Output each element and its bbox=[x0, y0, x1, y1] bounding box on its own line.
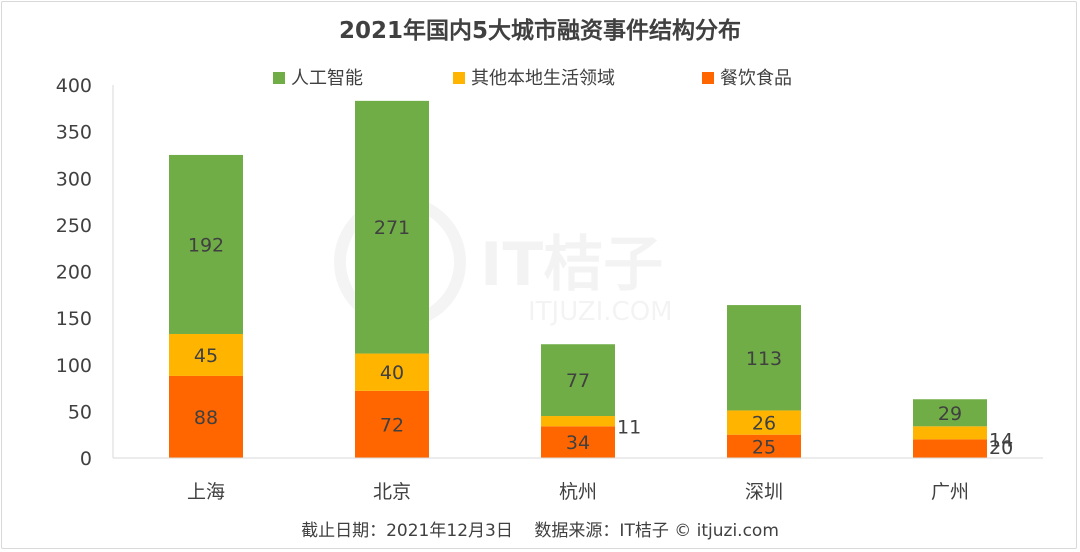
data-label: 25 bbox=[752, 436, 776, 458]
legend-label: 其他本地生活领域 bbox=[471, 68, 615, 89]
y-tick-label: 250 bbox=[56, 215, 92, 237]
y-tick-label: 200 bbox=[56, 262, 92, 284]
data-label: 113 bbox=[746, 348, 782, 370]
bar-segment bbox=[727, 410, 801, 435]
legend-label: 人工智能 bbox=[291, 68, 363, 89]
y-tick-label: 350 bbox=[56, 122, 92, 144]
bar-stack bbox=[727, 305, 801, 458]
data-label: 88 bbox=[194, 407, 218, 429]
y-tick-label: 0 bbox=[80, 448, 92, 470]
legend-label: 餐饮食品 bbox=[720, 68, 792, 89]
bar-stack bbox=[913, 399, 987, 458]
bar-segment bbox=[169, 154, 243, 334]
data-label: 192 bbox=[188, 234, 224, 256]
x-tick-label: 北京 bbox=[373, 481, 411, 503]
bar-segment bbox=[169, 375, 243, 458]
y-tick-label: 50 bbox=[68, 401, 92, 423]
legend-swatch bbox=[702, 72, 714, 84]
y-tick-label: 100 bbox=[56, 355, 92, 377]
x-tick-label: 深圳 bbox=[745, 481, 783, 503]
data-label: 271 bbox=[374, 217, 410, 239]
legend-swatch bbox=[453, 72, 465, 84]
data-label: 11 bbox=[617, 416, 641, 438]
data-label: 40 bbox=[380, 362, 404, 384]
data-label: 72 bbox=[380, 414, 404, 436]
data-label: 26 bbox=[752, 413, 776, 435]
y-tick-label: 150 bbox=[56, 308, 92, 330]
bar-segment bbox=[541, 426, 615, 458]
bar-segment bbox=[541, 416, 615, 427]
data-label: 20 bbox=[989, 437, 1013, 459]
y-tick-label: 300 bbox=[56, 168, 92, 190]
y-axis: 0 50 100 150 200 250 300 350 400 bbox=[56, 75, 114, 470]
x-tick-label: 广州 bbox=[931, 481, 969, 503]
bar-segment bbox=[727, 434, 801, 458]
data-label: 77 bbox=[566, 370, 590, 392]
x-tick-label: 上海 bbox=[187, 481, 225, 503]
x-axis: 上海 北京 杭州 深圳 广州 bbox=[113, 457, 1043, 503]
source-note: 截止日期：2021年12月3日 数据来源：IT桔子 © itjuzi.com bbox=[301, 521, 779, 541]
bar-segment bbox=[913, 439, 987, 458]
data-label: 14 bbox=[989, 429, 1013, 451]
bar-stack bbox=[169, 154, 243, 458]
bar-segment bbox=[355, 353, 429, 391]
bar-stack bbox=[355, 100, 429, 458]
data-label: 45 bbox=[194, 345, 218, 367]
bar-segment bbox=[355, 390, 429, 458]
legend-item: 其他本地生活领域 bbox=[453, 68, 615, 89]
x-tick-label: 杭州 bbox=[559, 481, 597, 503]
legend-item: 人工智能 bbox=[273, 68, 363, 89]
legend: 人工智能 其他本地生活领域 餐饮食品 bbox=[273, 68, 792, 89]
data-label: 29 bbox=[938, 403, 962, 425]
legend-swatch bbox=[273, 72, 285, 84]
bar-segment bbox=[913, 399, 987, 427]
bar-segment bbox=[913, 426, 987, 440]
bar-segment bbox=[355, 100, 429, 354]
data-label: 34 bbox=[566, 432, 590, 454]
bar-segment bbox=[727, 305, 801, 411]
y-tick-label: 400 bbox=[56, 75, 92, 97]
chart-title: 2021年国内5大城市融资事件结构分布 bbox=[339, 17, 741, 44]
legend-item: 餐饮食品 bbox=[702, 68, 792, 89]
bar-stack bbox=[541, 344, 615, 458]
watermark-brand: IT桔子 bbox=[480, 230, 663, 300]
watermark-domain: ITJUZI.COM bbox=[528, 297, 673, 327]
bar-segment bbox=[169, 333, 243, 376]
bar-segment bbox=[541, 344, 615, 417]
